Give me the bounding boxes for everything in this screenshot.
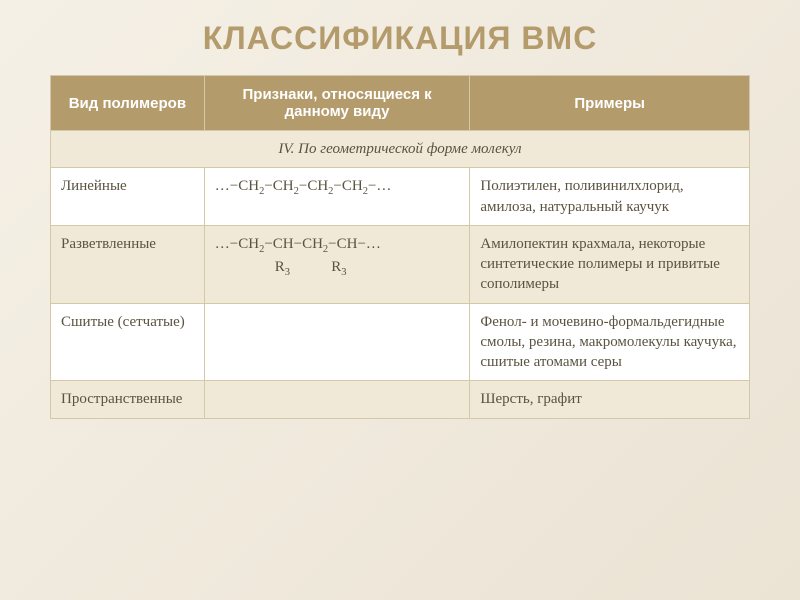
table-row: Разветвленные …−CH2−CH−CH2−CH−…R3 R3 Ами… bbox=[51, 225, 750, 303]
header-col1: Вид полимеров bbox=[51, 76, 205, 131]
slide-title: КЛАССИФИКАЦИЯ ВМС bbox=[50, 20, 750, 57]
cell-examples: Амилопектин крахмала, некоторые синтетич… bbox=[470, 225, 750, 303]
header-col2: Признаки, относящиеся к данному виду bbox=[204, 76, 470, 131]
cell-type: Пространственные bbox=[51, 381, 205, 418]
table-row: Пространственные Шерсть, графит bbox=[51, 381, 750, 418]
cell-formula bbox=[204, 303, 470, 381]
cell-examples: Полиэтилен, поливинилхлорид, амилоза, на… bbox=[470, 168, 750, 226]
cell-formula: …−CH2−CH−CH2−CH−…R3 R3 bbox=[204, 225, 470, 303]
table-row: Сшитые (сетчатые) Фенол- и мочевино-форм… bbox=[51, 303, 750, 381]
section-title: IV. По геометрической форме молекул bbox=[51, 131, 750, 168]
section-row: IV. По геометрической форме молекул bbox=[51, 131, 750, 168]
table-row: Линейные …−CH2−CH2−CH2−CH2−… Полиэтилен,… bbox=[51, 168, 750, 226]
cell-formula: …−CH2−CH2−CH2−CH2−… bbox=[204, 168, 470, 226]
table-header-row: Вид полимеров Признаки, относящиеся к да… bbox=[51, 76, 750, 131]
cell-examples: Шерсть, графит bbox=[470, 381, 750, 418]
slide: КЛАССИФИКАЦИЯ ВМС Вид полимеров Признаки… bbox=[0, 0, 800, 600]
cell-examples: Фенол- и мочевино-формальдегидные смолы,… bbox=[470, 303, 750, 381]
classification-table: Вид полимеров Признаки, относящиеся к да… bbox=[50, 75, 750, 419]
cell-type: Разветвленные bbox=[51, 225, 205, 303]
cell-type: Линейные bbox=[51, 168, 205, 226]
cell-type: Сшитые (сетчатые) bbox=[51, 303, 205, 381]
header-col3: Примеры bbox=[470, 76, 750, 131]
cell-formula bbox=[204, 381, 470, 418]
